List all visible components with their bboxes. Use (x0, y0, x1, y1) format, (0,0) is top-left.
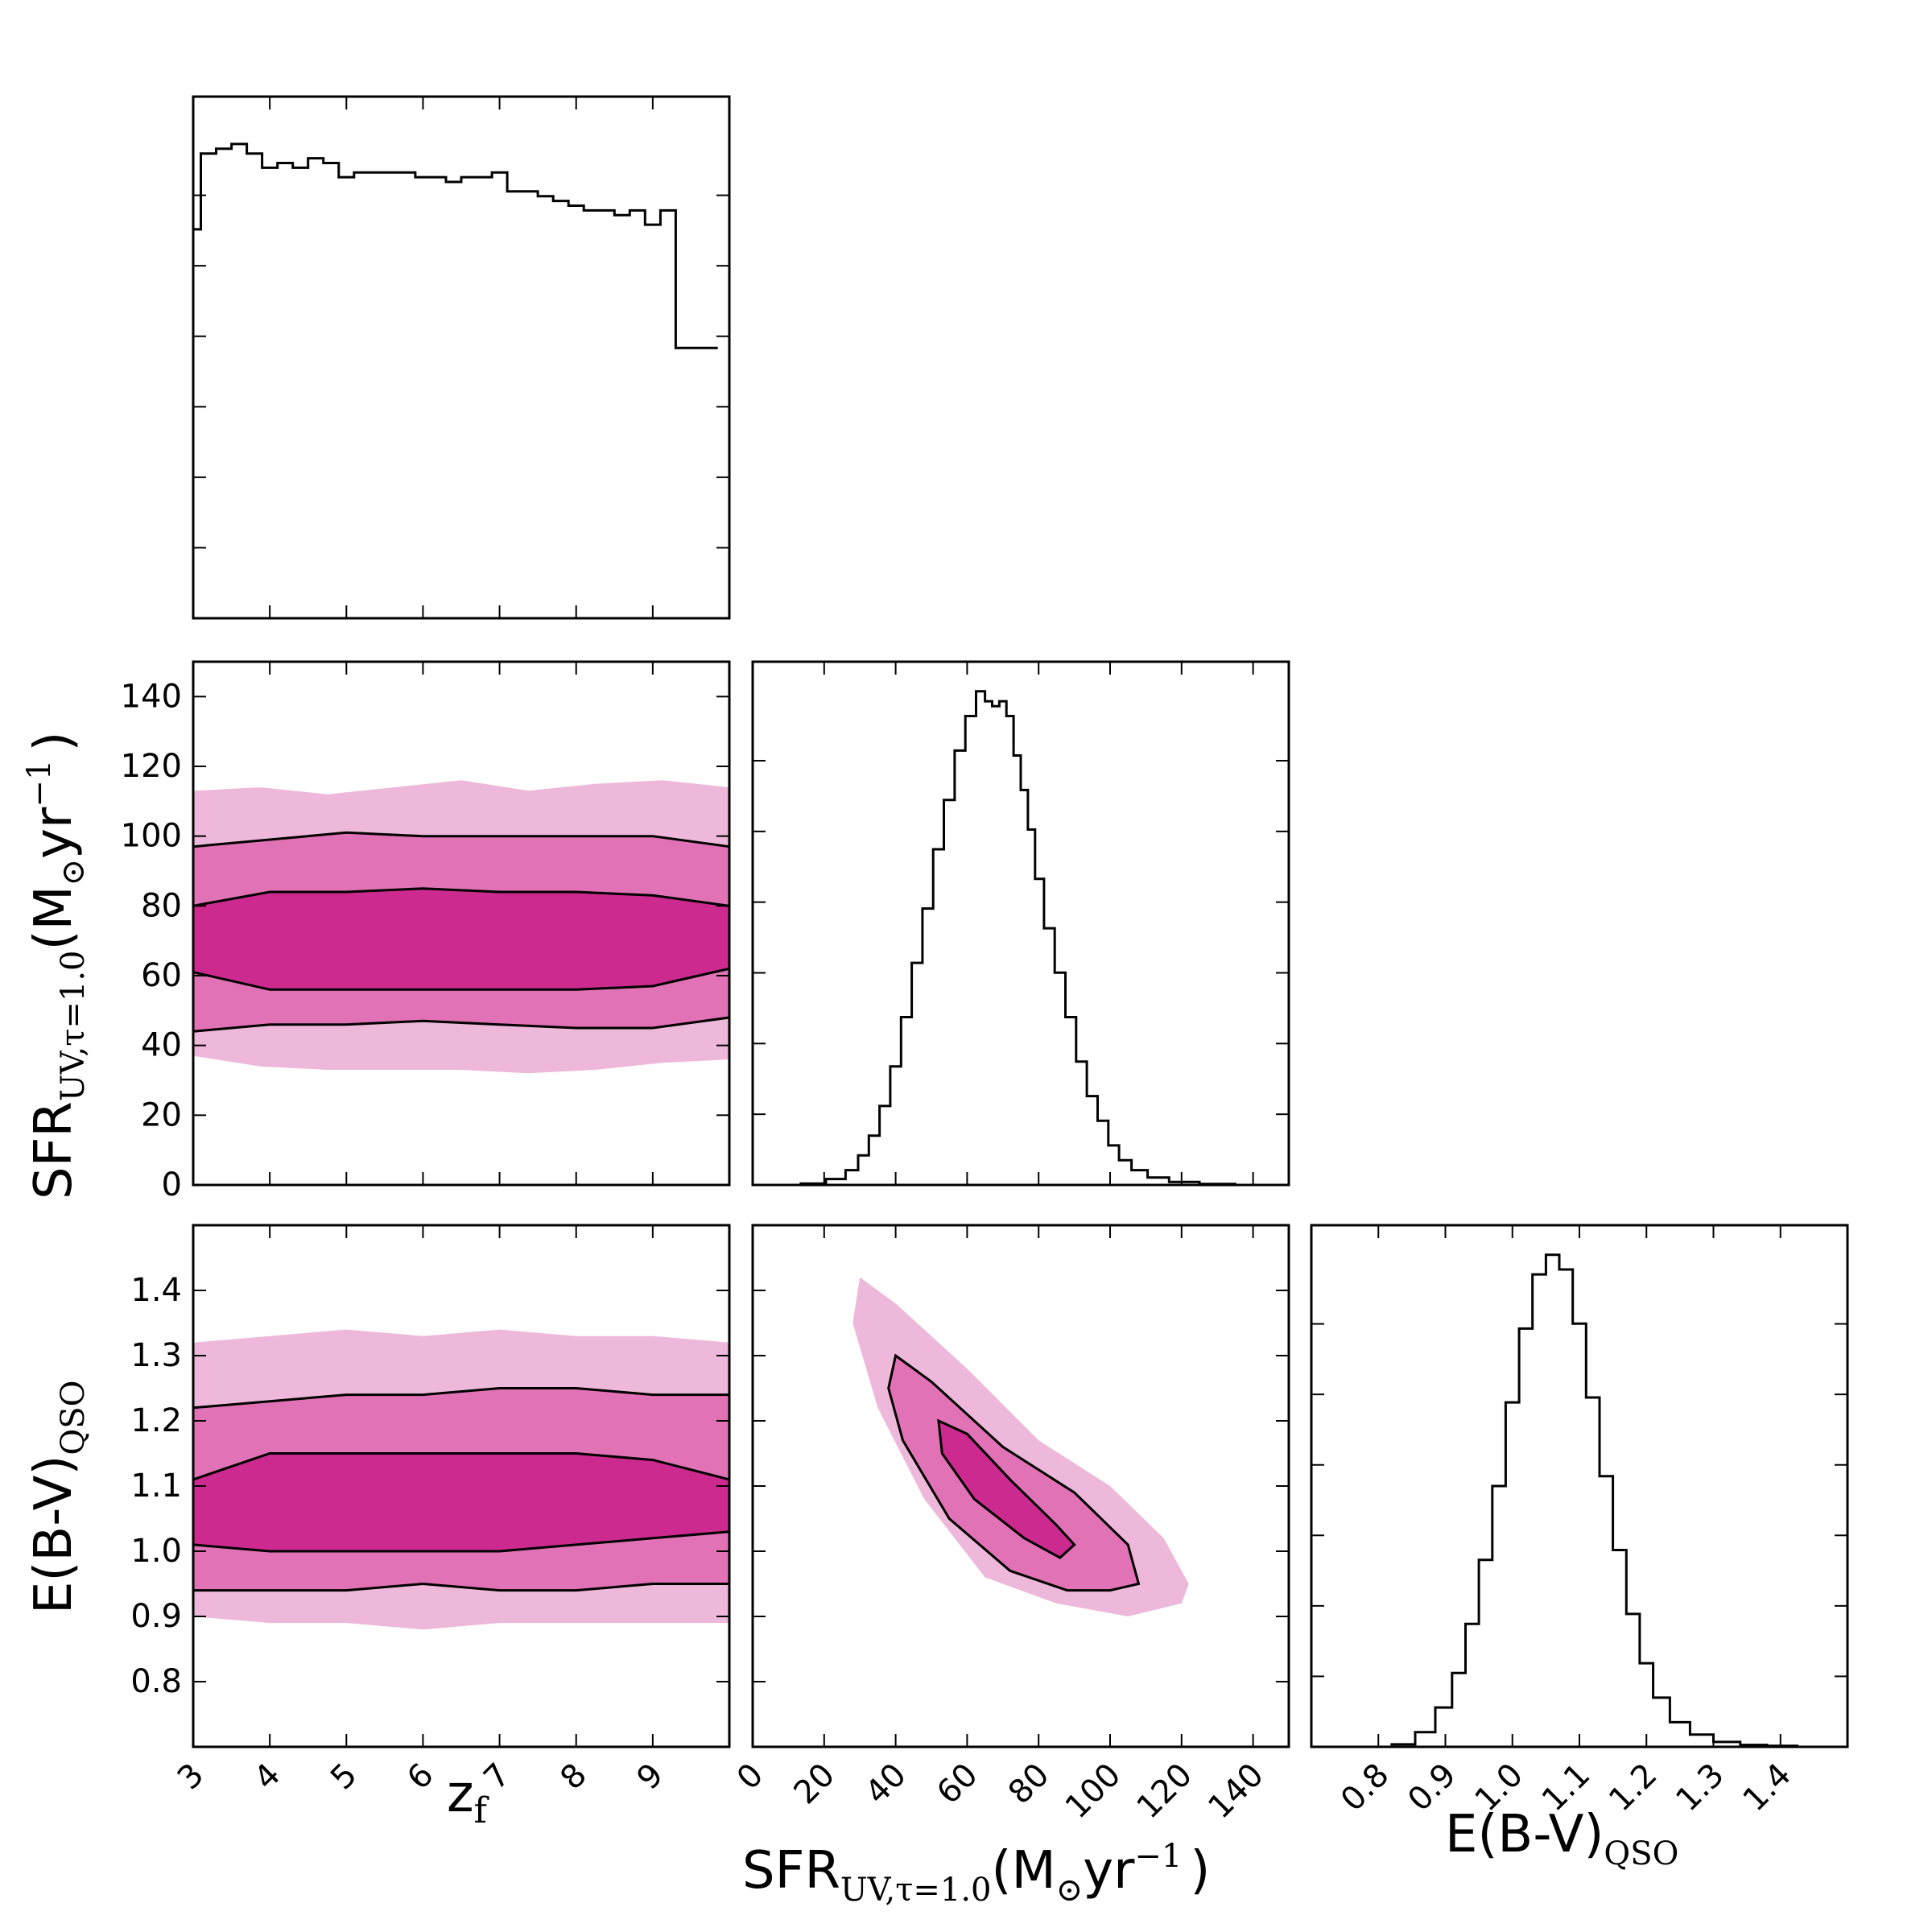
ylabel-sfr-sup: −1 (21, 760, 58, 807)
xtick-label-zf: 5 (324, 1757, 365, 1798)
ylabel-sfr-tail: (M (24, 886, 84, 950)
sfr-ebv-mid-fill (888, 1356, 1139, 1591)
ytick-label-ebv: 1.3 (130, 1337, 182, 1374)
contour-fills (193, 780, 1189, 1630)
xtick-label-sfr: 20 (787, 1757, 843, 1812)
xlabel-zf: zf (447, 1765, 489, 1831)
sfr-ebv-inner-fill (938, 1421, 1075, 1558)
xlabel-sfr-yr: yr (1083, 1841, 1135, 1901)
xlabel-ebv-main: E(B-V) (1445, 1805, 1604, 1864)
xlabel-ebv-sub: QSO (1604, 1835, 1678, 1872)
xtick-label-zf: 8 (553, 1757, 594, 1798)
xtick-label-zf: 4 (247, 1757, 288, 1798)
ylabel-sfr-main: SFR (24, 1101, 84, 1199)
zf-sfr-mid-upper-contour (192, 831, 730, 848)
contour-lines (192, 831, 1141, 1592)
zf-ebv-mid-lower-contour (193, 1582, 729, 1592)
zf-ebv-inner-upper-contour (192, 1452, 730, 1481)
hist-sfr (775, 690, 1271, 1187)
ytick-label-sfr: 60 (141, 957, 182, 994)
xtick-label-zf: 3 (171, 1757, 212, 1798)
xtick-label-ebv: 0.8 (1334, 1757, 1397, 1819)
xtick-label-ebv: 1.4 (1736, 1757, 1798, 1819)
ytick-label-ebv: 1.1 (130, 1468, 182, 1505)
ylabel-sfr-sun: ⊙ (55, 859, 92, 886)
zf-sfr-inner-lower-contour (192, 967, 730, 991)
sfr-ebv-mid-contour (887, 1353, 1141, 1592)
xtick-label-sfr: 80 (1001, 1757, 1057, 1812)
xlabel-sfr-sup: −1 (1134, 1838, 1182, 1875)
ytick-label-ebv: 1.4 (130, 1272, 182, 1309)
panel-zf-sfr (192, 660, 731, 1187)
ytick-label-sfr: 100 (121, 818, 182, 855)
sfr-ebv-inner-contour (937, 1418, 1076, 1559)
zf-sfr-inner-upper-contour (192, 887, 730, 907)
xlabel-sfr-close: ) (1190, 1841, 1210, 1901)
ytick-label-sfr: 40 (141, 1027, 182, 1064)
xlabel-zf-main: z (447, 1765, 474, 1824)
xtick-label-sfr: 0 (730, 1757, 771, 1798)
ylabel-sfr: SFRUV,τ=1.0(M⊙yr−1) (21, 732, 92, 1199)
xtick-label-ebv: 1.3 (1669, 1757, 1732, 1819)
zf-ebv-inner-lower-contour (192, 1530, 730, 1553)
ytick-label-ebv: 0.9 (130, 1598, 182, 1635)
xlabel-sfr: SFRUV,τ=1.0(M⊙yr−1) (742, 1838, 1210, 1909)
panel-ebv-hist (1310, 1224, 1849, 1748)
ylabel-sfr-sub: UV,τ=1.0 (55, 951, 92, 1102)
ylabel-ebv-main: E(B-V) (24, 1455, 84, 1614)
xtick-label-sfr: 140 (1201, 1757, 1271, 1827)
xtick-label-zf: 9 (630, 1757, 671, 1798)
hist-zf (193, 142, 718, 349)
xtick-label-sfr: 60 (930, 1757, 985, 1812)
panel-zf-hist (192, 95, 731, 620)
zf-ebv-inner-fill (193, 1453, 729, 1551)
xlabel-ebv: E(B-V)QSO (1445, 1805, 1678, 1872)
xtick-label-ebv: 1.2 (1602, 1757, 1665, 1819)
ylabel-sfr-close: ) (24, 732, 84, 752)
ytick-label-sfr: 20 (141, 1096, 182, 1133)
histograms (193, 142, 1831, 1748)
ylabel-ebv-sub: QSO (55, 1381, 92, 1455)
ytick-label-ebv: 1.2 (130, 1402, 182, 1439)
tick-marks (192, 97, 1847, 1747)
ytick-label-sfr: 80 (141, 887, 182, 924)
ytick-label-ebv: 1.0 (130, 1533, 182, 1570)
xlabel-sfr-main: SFR (742, 1841, 840, 1901)
xlabel-sfr-tail: (M (991, 1841, 1055, 1901)
ylabel-ebv: E(B-V)QSO (24, 1381, 92, 1614)
zf-sfr-mid-lower-contour (192, 1016, 730, 1033)
ytick-label-sfr: 140 (121, 678, 182, 715)
ytick-label-ebv: 0.8 (130, 1663, 182, 1700)
xtick-label-sfr: 120 (1130, 1757, 1200, 1827)
xtick-label-zf: 6 (400, 1757, 441, 1798)
zf-sfr-inner-fill (193, 888, 729, 990)
xlabel-sfr-sub: UV,τ=1.0 (840, 1872, 992, 1909)
xtick-label-sfr: 100 (1059, 1757, 1129, 1827)
panel-sfr-hist (751, 660, 1290, 1187)
xlabel-sfr-sun: ⊙ (1056, 1872, 1084, 1909)
ylabel-sfr-yr: yr (24, 807, 84, 859)
xlabel-zf-sub: f (474, 1790, 489, 1831)
ytick-label-sfr: 0 (162, 1166, 182, 1203)
xtick-label-sfr: 40 (858, 1757, 914, 1812)
zf-ebv-mid-upper-contour (192, 1387, 729, 1410)
hist-ebv (1364, 1253, 1831, 1748)
ytick-label-sfr: 120 (121, 748, 182, 785)
